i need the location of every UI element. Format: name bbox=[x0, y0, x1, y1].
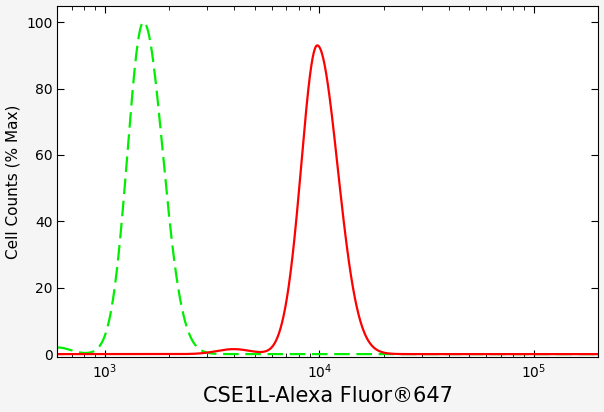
X-axis label: CSE1L-Alexa Fluor®647: CSE1L-Alexa Fluor®647 bbox=[203, 386, 453, 407]
Y-axis label: Cell Counts (% Max): Cell Counts (% Max) bbox=[5, 104, 21, 259]
